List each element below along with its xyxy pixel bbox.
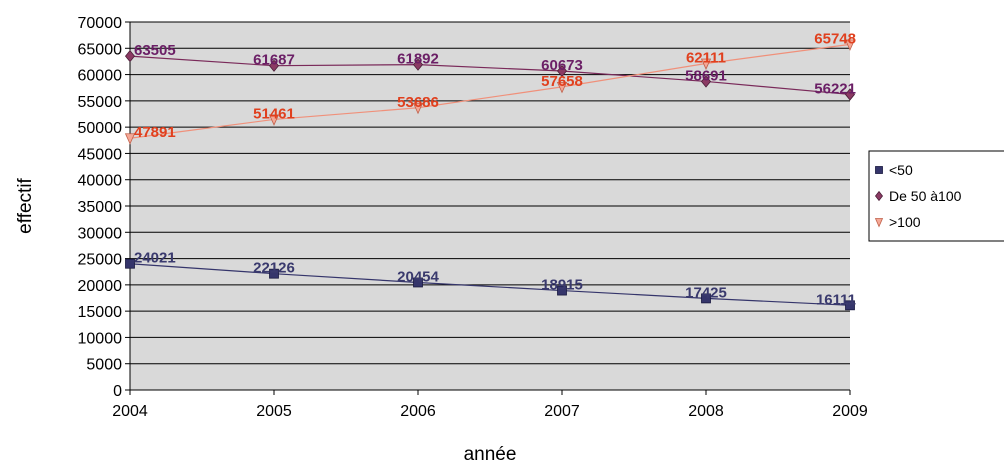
legend-label: <50 <box>889 162 913 178</box>
x-tick-label: 2004 <box>112 403 148 420</box>
data-point-marker <box>412 58 424 71</box>
y-tick-label: 30000 <box>78 225 123 242</box>
data-point-marker <box>700 58 712 70</box>
y-tick-label: 55000 <box>78 94 123 111</box>
data-point-marker <box>412 102 424 115</box>
y-tick-label: 25000 <box>78 252 123 269</box>
y-axis: 0 5000 10000 15000 20000 25000 30000 35000 40000… <box>78 15 131 400</box>
data-label: 22126 <box>253 260 295 277</box>
series-line <box>129 43 851 139</box>
data-label: 18915 <box>541 277 583 294</box>
data-label: 53686 <box>397 94 439 111</box>
y-tick-label: 35000 <box>78 199 123 216</box>
series-lines <box>129 43 851 306</box>
data-label: 56221 <box>814 80 856 97</box>
data-point-marker <box>874 190 884 202</box>
data-label: 20454 <box>397 268 439 285</box>
x-tick-label: 2005 <box>256 403 292 420</box>
data-label: 51461 <box>253 105 295 122</box>
data-label: 24021 <box>134 250 176 267</box>
y-tick-label: 40000 <box>78 173 123 190</box>
series-markers <box>124 39 856 311</box>
data-label: 65748 <box>814 30 856 47</box>
data-point-marker <box>557 285 567 296</box>
data-label: 17425 <box>685 284 727 301</box>
data-point-marker <box>844 39 856 51</box>
data-label: 58691 <box>685 67 727 84</box>
y-tick-label: 15000 <box>78 304 123 321</box>
data-point-marker <box>844 88 856 101</box>
data-point-marker <box>845 300 855 311</box>
legend-box <box>868 150 1004 242</box>
data-label: 16111 <box>816 291 856 308</box>
data-label: 61892 <box>397 51 439 68</box>
y-tick-label: 45000 <box>78 146 123 163</box>
data-point-marker <box>269 268 279 279</box>
x-tick-label: 2008 <box>688 403 724 420</box>
x-tick-label: 2006 <box>400 403 436 420</box>
y-tick-label: 5000 <box>86 357 122 374</box>
data-point-marker <box>124 50 136 63</box>
data-point-marker <box>701 293 711 304</box>
data-point-marker <box>268 59 280 72</box>
data-point-marker <box>556 81 568 94</box>
x-tick-label: 2009 <box>832 403 868 420</box>
data-point-marker <box>413 277 423 288</box>
data-point-marker <box>268 114 280 126</box>
data-point-marker <box>556 64 568 78</box>
data-point-marker <box>124 133 136 145</box>
x-axis: 2004 2005 2006 2007 2008 2009 <box>112 389 868 420</box>
data-label: 57658 <box>541 73 583 90</box>
y-tick-label: 60000 <box>78 68 123 85</box>
y-tick-label: 50000 <box>78 120 123 137</box>
y-tick-label: 10000 <box>78 330 123 347</box>
data-point-marker <box>875 166 883 174</box>
y-axis-title: effectif <box>15 177 36 233</box>
y-tick-label: 70000 <box>78 15 123 32</box>
data-label: 62111 <box>686 49 726 66</box>
data-point-marker <box>874 218 884 228</box>
data-label: 47891 <box>134 124 176 141</box>
y-tick-label: 0 <box>113 383 122 400</box>
y-tick-label: 20000 <box>78 278 123 295</box>
data-label: 63505 <box>134 42 176 59</box>
grid-lines <box>130 21 850 365</box>
x-tick-label: 2007 <box>544 403 580 420</box>
data-label: 60673 <box>541 57 583 74</box>
x-axis-title: année <box>464 444 517 465</box>
data-label: 61687 <box>253 52 295 69</box>
data-point-marker <box>125 258 135 269</box>
series-line <box>129 55 851 96</box>
legend-label: De 50 à100 <box>889 188 962 204</box>
series-line <box>129 263 851 306</box>
legend-label: >100 <box>889 214 921 230</box>
data-labels: 24021 22126 20454 18915 17425 16111 63505 61687… <box>134 30 856 308</box>
data-point-marker <box>700 75 712 88</box>
y-tick-label: 65000 <box>78 41 123 58</box>
legend: <50 De 50 à100 >100 <box>868 150 1004 242</box>
